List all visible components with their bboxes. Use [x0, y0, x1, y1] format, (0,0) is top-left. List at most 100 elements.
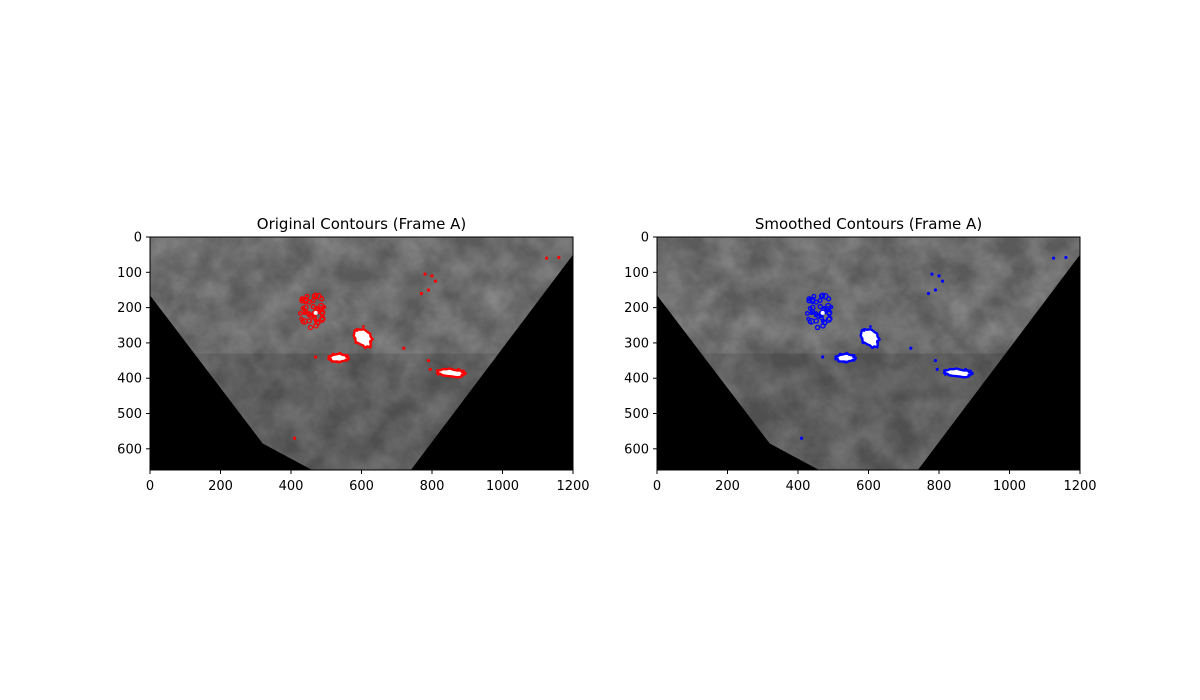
- panel-title: Original Contours (Frame A): [257, 215, 466, 233]
- contour-mark: [969, 369, 972, 373]
- contour-mark: [327, 357, 331, 361]
- contour-mark: [963, 367, 967, 371]
- contour-mark: [834, 357, 838, 361]
- contour-mark: [336, 360, 340, 364]
- contour-mark: [861, 341, 865, 345]
- contour-mark: [338, 351, 342, 355]
- contour-mark: [809, 310, 814, 316]
- contour-mark: [310, 303, 316, 310]
- contour-mark: [813, 318, 819, 324]
- contour-mark: [345, 358, 349, 362]
- contour-mark: [817, 298, 823, 304]
- x-tick-label: 200: [715, 479, 740, 494]
- y-tick-label: 300: [117, 336, 142, 351]
- panel-smoothed-contours: Smoothed Contours (Frame A) 0 200 400 600 80…: [624, 215, 1096, 494]
- x-tick-label: 1000: [486, 479, 519, 494]
- x-tick-label: 600: [349, 479, 374, 494]
- contour-mark: [318, 296, 325, 302]
- contour-mark: [302, 304, 309, 311]
- contour-mark: [933, 358, 938, 363]
- contour-mark: [1064, 255, 1068, 260]
- contour-mark: [930, 272, 934, 276]
- contour-mark: [933, 288, 938, 292]
- x-tick-label: 0: [653, 479, 661, 494]
- y-tick-label: 100: [117, 266, 142, 281]
- contour-mark: [402, 346, 406, 350]
- contour-mark: [809, 304, 816, 311]
- contour-mark: [860, 337, 864, 341]
- contour-mark: [456, 367, 460, 371]
- contour-blob: [435, 367, 467, 379]
- contour-mark: [307, 324, 314, 331]
- y-tick-label: 0: [134, 231, 142, 246]
- axes: 0 200 400 600 800 1000 1200 0 100 200 300 400 500 600: [117, 231, 589, 495]
- contour-blob: [859, 325, 881, 350]
- contour-mark: [319, 315, 326, 322]
- contour-mark: [843, 360, 847, 364]
- contour-blob: [942, 367, 974, 379]
- x-tick-label: 0: [146, 479, 154, 494]
- contour-outline: [327, 352, 350, 364]
- contour-mark: [876, 340, 880, 344]
- plot-area: [657, 237, 1080, 470]
- contour-mark: [428, 367, 432, 371]
- contour-mark: [943, 372, 947, 376]
- contour-mark: [845, 360, 849, 364]
- contour-mark: [426, 288, 431, 292]
- contour-cluster: [298, 292, 327, 331]
- contour-mark: [463, 372, 467, 376]
- contour-mark: [826, 315, 833, 322]
- contour-blob: [834, 351, 857, 364]
- contour-mark: [322, 304, 327, 310]
- contour-mark: [937, 274, 941, 278]
- x-tick-label: 800: [420, 479, 445, 494]
- contour-mark: [820, 323, 826, 329]
- contour-mark: [354, 341, 358, 345]
- y-tick-label: 300: [624, 336, 649, 351]
- contour-mark: [314, 355, 318, 359]
- x-tick-label: 400: [786, 479, 811, 494]
- contour-mark: [862, 329, 866, 332]
- contour-mark: [313, 323, 319, 329]
- contour-mark: [825, 316, 832, 323]
- y-tick-label: 0: [641, 231, 649, 246]
- contour-cluster: [805, 292, 834, 331]
- contour-mark: [433, 279, 438, 283]
- contour-mark: [338, 360, 342, 364]
- contour-mark: [299, 316, 304, 322]
- contour-mark: [362, 325, 365, 328]
- contour-mark: [426, 358, 431, 363]
- y-tick-label: 400: [117, 372, 142, 387]
- contour-mark: [318, 316, 325, 323]
- x-tick-label: 1200: [556, 479, 589, 494]
- contour-blob: [352, 325, 374, 350]
- y-tick-label: 600: [624, 442, 649, 457]
- x-tick-label: 600: [856, 479, 881, 494]
- contour-mark: [306, 311, 312, 316]
- contour-mark: [813, 311, 819, 316]
- contour-mark: [306, 318, 312, 324]
- contour-mark: [814, 324, 821, 331]
- contour-dots: [292, 255, 561, 440]
- contour-mark: [845, 351, 849, 355]
- contour-outline: [834, 352, 857, 364]
- contour-mark: [799, 436, 804, 440]
- contour-dots: [799, 255, 1068, 440]
- contour-mark: [909, 346, 913, 350]
- contour-mark: [423, 272, 427, 276]
- contour-mark: [460, 374, 464, 378]
- contour-mark: [852, 358, 856, 362]
- contour-mark: [369, 340, 373, 344]
- contour-mark: [809, 298, 816, 305]
- contour-mark: [355, 329, 359, 332]
- contour-mark: [302, 310, 307, 316]
- contour-mark: [462, 369, 465, 373]
- y-tick-label: 400: [624, 372, 649, 387]
- contour-mark: [967, 374, 971, 378]
- x-tick-label: 1200: [1063, 479, 1096, 494]
- contour-mark: [817, 303, 823, 310]
- contour-blob: [327, 351, 350, 364]
- panel-original-contours: Original Contours (Frame A) 0 200 400 600 80…: [117, 215, 589, 494]
- axes: 0 200 400 600 800 1000 1200 0 100 200 300 400 500 600: [624, 231, 1096, 495]
